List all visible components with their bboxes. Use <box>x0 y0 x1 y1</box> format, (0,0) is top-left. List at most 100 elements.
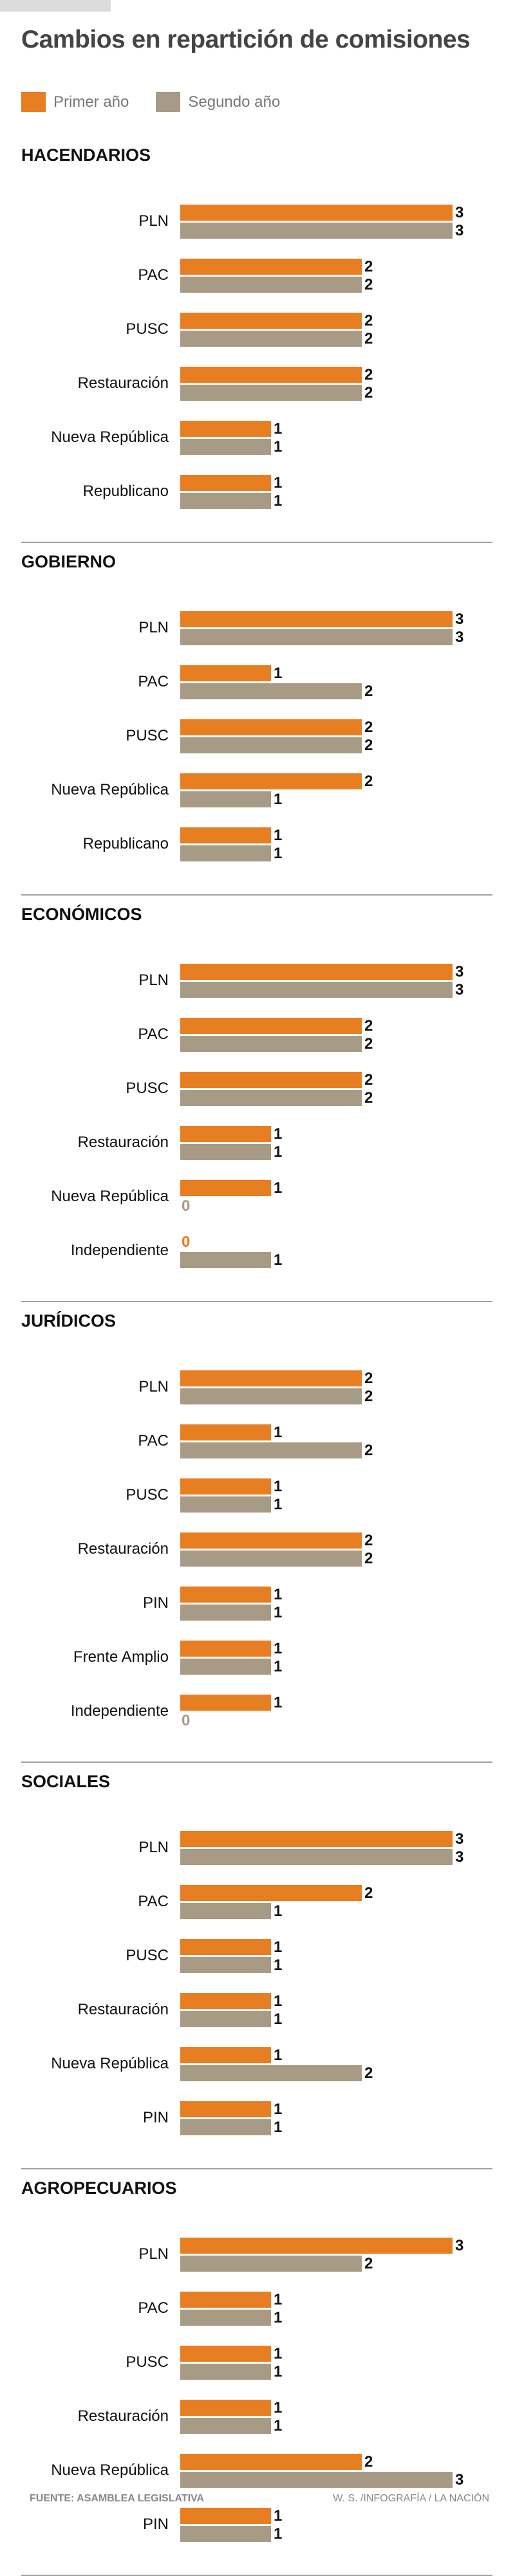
value-label: 3 <box>455 611 464 628</box>
bar-segundo-ano <box>180 1496 271 1513</box>
value-label: 3 <box>455 204 464 221</box>
bar-primer-ano <box>180 313 362 329</box>
bar-segundo-ano <box>180 1442 362 1458</box>
panel-4: SOCIALES PLN 3 3 PAC 2 1 PUSC 1 1 Restauración 1 1 Nu… <box>0 1767 515 2169</box>
value-label: 2 <box>364 276 373 293</box>
bar-group: PAC 1 2 <box>0 665 515 701</box>
value-label: 1 <box>274 665 283 682</box>
category-label: PAC <box>138 2299 169 2317</box>
category-label: Nueva República <box>51 2461 169 2479</box>
bar-primer-ano <box>180 1478 271 1495</box>
bar-group: Nueva República 2 3 <box>0 2454 515 2490</box>
value-label: 2 <box>364 1442 373 1459</box>
panel-title: ECONÓMICOS <box>21 905 142 924</box>
value-label: 1 <box>274 1956 283 1974</box>
value-label: 1 <box>274 1251 283 1269</box>
bar-primer-ano <box>180 719 362 735</box>
bar-segundo-ano <box>180 223 453 239</box>
value-label: 2 <box>364 384 373 401</box>
legend-label-primer: Primer año <box>53 93 129 111</box>
bar-primer-ano <box>180 665 271 681</box>
category-label: Nueva República <box>51 2055 169 2072</box>
bar-group: Restauración 1 1 <box>0 2400 515 2436</box>
bar-group: PLN 3 3 <box>0 611 515 647</box>
value-label: 1 <box>274 1586 283 1603</box>
bar-primer-ano <box>180 421 271 437</box>
value-label: 1 <box>274 2345 283 2362</box>
category-label: PUSC <box>126 320 169 338</box>
bar-primer-ano <box>180 2101 271 2117</box>
value-label: 1 <box>274 2525 283 2543</box>
panel-0: HACENDARIOS PLN 3 3 PAC 2 2 PUSC 2 2 Restauración 2… <box>0 140 515 543</box>
panel-divider <box>21 894 492 896</box>
category-label: Nueva República <box>51 1188 169 1205</box>
value-label: 2 <box>364 737 373 754</box>
bar-primer-ano <box>180 2508 271 2524</box>
bar-group: PLN 3 3 <box>0 1831 515 1867</box>
bar-group: PAC 1 1 <box>0 2292 515 2328</box>
bar-group: PUSC 2 2 <box>0 1072 515 1108</box>
bar-group: PLN 3 3 <box>0 205 515 241</box>
value-label: 3 <box>455 629 464 646</box>
value-label: 1 <box>274 1179 283 1197</box>
bar-group: Republicano 1 1 <box>0 475 515 511</box>
footer-credit: W. S. /INFOGRAFÍA / LA NACIÓN <box>333 2493 489 2504</box>
value-label: 1 <box>274 438 283 455</box>
bar-group: PIN 1 1 <box>0 2508 515 2544</box>
bar-primer-ano <box>180 1424 271 1440</box>
value-label: 1 <box>274 2399 283 2416</box>
value-label: 1 <box>274 1694 283 1711</box>
value-label: 1 <box>274 2507 283 2525</box>
bar-group: Independiente 0 1 <box>0 1234 515 1270</box>
value-label: 3 <box>455 981 464 998</box>
value-label: 0 <box>182 1197 191 1215</box>
category-label: PLN <box>138 971 169 989</box>
value-label: 1 <box>274 791 283 808</box>
bar-segundo-ano <box>180 1550 362 1567</box>
bar-primer-ano <box>180 964 453 980</box>
value-label: 3 <box>455 1848 464 1866</box>
value-label: 1 <box>274 2363 283 2380</box>
bar-group: Republicano 1 1 <box>0 827 515 863</box>
bar-segundo-ano <box>180 1388 362 1404</box>
bar-group: Frente Amplio 1 1 <box>0 1641 515 1677</box>
bar-primer-ano <box>180 1993 271 2009</box>
bar-primer-ano <box>180 259 362 275</box>
value-label: 1 <box>274 2010 283 2028</box>
bar-primer-ano <box>180 827 271 843</box>
bar-segundo-ano <box>180 629 453 645</box>
bar-group: PUSC 1 1 <box>0 2346 515 2382</box>
value-label: 2 <box>364 366 373 383</box>
legend-item-primer: Primer año <box>21 92 129 112</box>
category-label: Frente Amplio <box>73 1648 169 1666</box>
panel-divider <box>21 2168 492 2169</box>
value-label: 1 <box>274 2417 283 2434</box>
bar-segundo-ano <box>180 2526 271 2542</box>
bar-primer-ano <box>180 1370 362 1386</box>
bar-primer-ano <box>180 205 453 221</box>
bar-primer-ano <box>180 475 271 491</box>
bar-segundo-ano <box>180 1144 271 1160</box>
value-label: 1 <box>274 1424 283 1441</box>
legend: Primer año Segundo año <box>21 92 307 112</box>
bar-group: Nueva República 1 2 <box>0 2047 515 2083</box>
category-label: PAC <box>138 1432 169 1449</box>
panel-title: GOBIERNO <box>21 552 117 571</box>
legend-swatch-segundo <box>156 92 181 112</box>
value-label: 1 <box>274 474 283 492</box>
bar-group: PUSC 1 1 <box>0 1939 515 1975</box>
bar-segundo-ano <box>180 2065 362 2081</box>
bar-primer-ano <box>180 1587 271 1603</box>
category-label: PIN <box>142 1594 169 1612</box>
category-label: PLN <box>138 212 169 230</box>
value-label: 2 <box>364 1532 373 1549</box>
bar-segundo-ano <box>180 737 362 753</box>
bar-group: PLN 3 2 <box>0 2238 515 2274</box>
bar-primer-ano <box>180 2400 271 2416</box>
category-label: Restauración <box>77 1134 169 1151</box>
bar-group: PUSC 1 1 <box>0 1478 515 1514</box>
value-label: 1 <box>274 2291 283 2308</box>
category-label: Restauración <box>77 374 169 392</box>
value-label: 2 <box>364 1550 373 1567</box>
bar-group: Independiente 1 0 <box>0 1695 515 1731</box>
